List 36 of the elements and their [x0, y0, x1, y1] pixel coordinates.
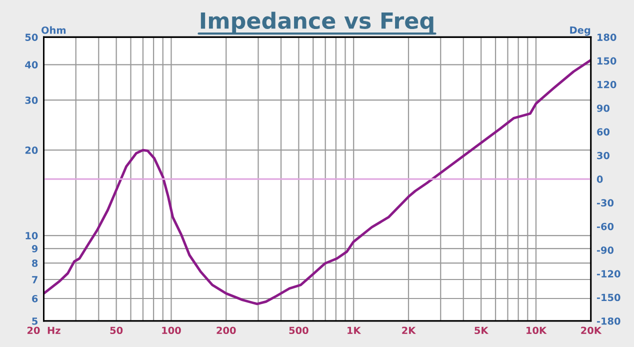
y-tick-label: 50 — [25, 34, 38, 41]
x-tick-label: 200 — [216, 326, 236, 334]
y2-axis-title: Deg — [570, 26, 590, 36]
x-tick-label: 2K — [402, 326, 416, 334]
chart-title: Impedance vs Freq — [200, 12, 434, 34]
y2-tick-label: 30 — [597, 152, 610, 160]
y2-tick-label: -60 — [596, 222, 614, 230]
y-tick-label: 20 — [25, 146, 38, 154]
y-tick-label: 10 — [26, 232, 38, 240]
x-tick-label: 5K — [474, 326, 489, 334]
y-axis-title: Ohm — [41, 26, 66, 34]
y2-tick-label: -30 — [596, 199, 614, 207]
y2-tick-label: -120 — [596, 270, 620, 278]
x-tick-label: 20K — [581, 326, 602, 334]
x-tick-label: 100 — [162, 326, 181, 334]
y2-tick-label: -90 — [596, 246, 614, 254]
y2-tick-label: 90 — [596, 104, 610, 112]
x-tick-label: 10K — [526, 326, 547, 334]
x-tick-label: 50 — [110, 326, 123, 334]
y-tick-label: 7 — [32, 276, 38, 284]
y2-tick-label: 150 — [598, 57, 616, 65]
y-tick-label: 8 — [32, 260, 38, 267]
y-tick-label: 6 — [32, 294, 38, 302]
y2-tick-label: -180 — [596, 317, 620, 325]
y-tick-label: 5 — [32, 318, 38, 325]
x-tick-label: 500 — [289, 326, 308, 334]
y-tick-label: 40 — [25, 61, 38, 68]
y2-tick-label: -150 — [596, 294, 620, 302]
y2-tick-label: 180 — [598, 34, 616, 41]
x-tick-label: 1K — [348, 326, 362, 334]
y-tick-label: 30 — [25, 96, 38, 104]
y2-tick-label: 0 — [596, 176, 603, 183]
y2-tick-label: 120 — [598, 80, 616, 88]
x-tick-label: 20 Hz — [27, 326, 60, 334]
y-tick-label: 9 — [32, 245, 38, 252]
y2-tick-label: 60 — [597, 128, 610, 136]
